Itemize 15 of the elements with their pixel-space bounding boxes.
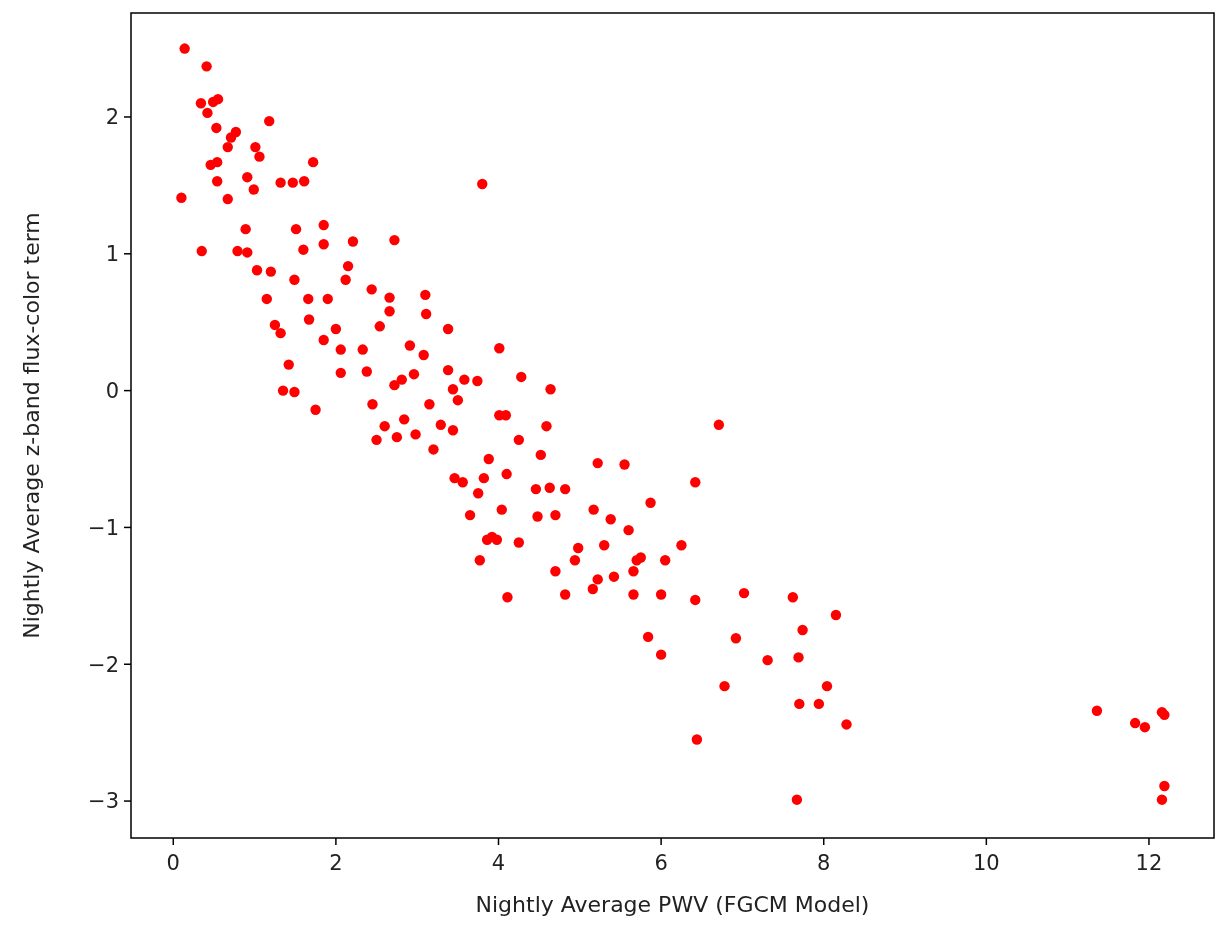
x-axis-title: Nightly Average PWV (FGCM Model): [475, 892, 870, 917]
y-tick-label: 0: [105, 378, 119, 403]
x-tick-label: 6: [654, 851, 668, 875]
x-tick-label: 2: [329, 851, 343, 875]
y-axis-title: Nightly Average z-band flux-color term: [19, 212, 44, 639]
x-tick-label: 8: [817, 851, 831, 875]
x-tick-label: 0: [166, 851, 180, 875]
y-tick-label: 2: [105, 105, 119, 130]
y-tick-label: −1: [88, 515, 119, 540]
x-tick-label: 12: [1135, 851, 1163, 875]
x-tick-label: 4: [491, 851, 506, 875]
y-tick-label: 1: [105, 242, 119, 267]
x-tick-label: 10: [972, 851, 1000, 875]
y-tick-label: −3: [88, 789, 119, 814]
y-tick-label: −2: [88, 652, 119, 677]
